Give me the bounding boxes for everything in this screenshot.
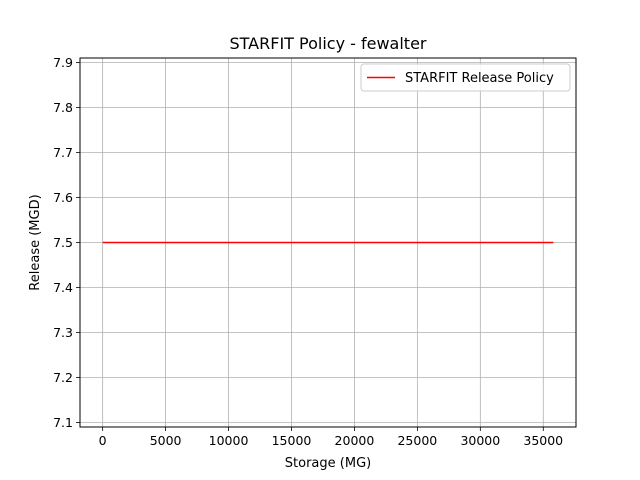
- x-axis: 0 5000 10000 15000 20000 25000 30000 35000: [99, 427, 563, 448]
- x-tick-label: 20000: [335, 433, 375, 448]
- y-tick-label: 7.4: [53, 280, 73, 295]
- y-axis: 7.1 7.2 7.3 7.4 7.5 7.6 7.7 7.8 7.9: [53, 55, 80, 430]
- chart-title: STARFIT Policy - fewalter: [229, 34, 426, 53]
- x-tick-label: 30000: [460, 433, 500, 448]
- legend-label: STARFIT Release Policy: [405, 71, 554, 86]
- x-tick-label: 15000: [272, 433, 312, 448]
- x-tick-label: 10000: [209, 433, 249, 448]
- x-tick-label: 35000: [523, 433, 563, 448]
- y-tick-label: 7.2: [53, 370, 73, 385]
- y-tick-label: 7.8: [53, 100, 73, 115]
- y-tick-label: 7.5: [53, 235, 73, 250]
- y-tick-label: 7.9: [53, 55, 73, 70]
- legend: STARFIT Release Policy: [360, 63, 571, 92]
- x-tick-label: 25000: [397, 433, 437, 448]
- grid: [80, 58, 576, 427]
- y-tick-label: 7.6: [53, 190, 73, 205]
- y-tick-label: 7.7: [53, 145, 73, 160]
- x-axis-label: Storage (MG): [285, 456, 371, 471]
- x-tick-label: 5000: [150, 433, 182, 448]
- x-tick-label: 0: [99, 433, 107, 448]
- y-axis-label: Release (MGD): [28, 194, 43, 290]
- legend-box: [360, 63, 571, 92]
- y-tick-label: 7.3: [53, 325, 73, 340]
- y-tick-label: 7.1: [53, 415, 73, 430]
